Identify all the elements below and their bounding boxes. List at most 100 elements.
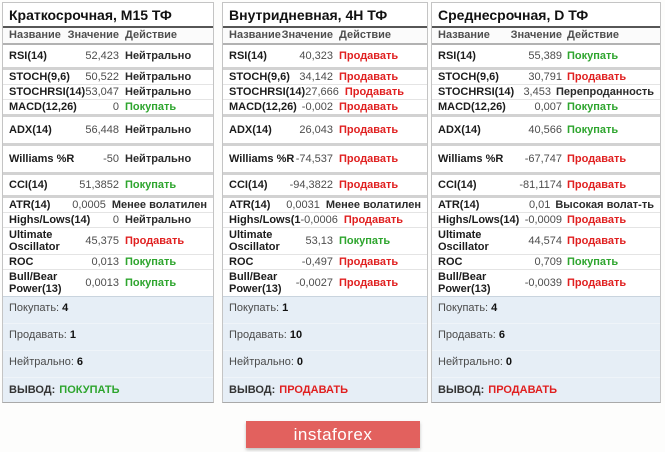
indicator-name: CCI(14) xyxy=(229,179,268,191)
indicator-name: RSI(14) xyxy=(438,50,476,62)
indicator-value: -0,0006 xyxy=(300,214,338,226)
indicator-action: Менее волатилен xyxy=(111,199,207,211)
indicator-action: Продавать xyxy=(339,101,399,113)
summary-section: Покупать: 4 Продавать: 6 Нейтрально: 0 ВЫВО… xyxy=(432,296,660,402)
summary-buy: Покупать: 4 xyxy=(3,297,213,323)
summary-neutral-count: 6 xyxy=(76,356,84,368)
indicator-action: Продавать xyxy=(339,179,399,191)
indicator-name: Ultimate Oscillator xyxy=(9,229,60,253)
summary-sell-count: 10 xyxy=(289,329,303,341)
indicator-action: Нейтрально xyxy=(125,214,192,226)
indicator-name: Highs/Lows(1 xyxy=(229,214,301,226)
indicator-value: 44,574 xyxy=(528,235,562,247)
indicator-action: Продавать xyxy=(343,214,404,226)
indicator-row: ADX(14) 26,043 Продавать xyxy=(223,114,427,143)
summary-neutral-label: Нейтрально: xyxy=(438,356,503,368)
indicator-name: Ultimate Oscillator xyxy=(438,229,489,253)
verdict-label: ВЫВОД: xyxy=(229,384,276,396)
indicator-value: 50,522 xyxy=(85,71,119,83)
indicator-action: Покупать xyxy=(125,179,177,191)
indicator-value: 51,3852 xyxy=(79,179,119,191)
indicator-row: STOCH(9,6) 30,791 Продавать xyxy=(432,67,660,84)
summary-neutral: Нейтрально: 0 xyxy=(223,350,427,377)
panel-title: Среднесрочная, D ТФ xyxy=(432,3,660,28)
indicator-name: Williams %R xyxy=(9,153,75,165)
summary-neutral-label: Нейтрально: xyxy=(9,356,74,368)
indicator-row: Highs/Lows(14) -0,0009 Продавать xyxy=(432,212,660,227)
indicator-action: Нейтрально xyxy=(125,71,192,83)
indicator-action: Покупать xyxy=(339,235,391,247)
indicator-row: Ultimate Oscillator 53,13 Покупать xyxy=(223,227,427,254)
panel-short-term: Краткосрочная, M15 ТФ Название Значение … xyxy=(2,2,214,403)
indicator-value: 45,375 xyxy=(85,235,119,247)
indicator-row: Ultimate Oscillator 45,375 Продавать xyxy=(3,227,213,254)
indicator-row: MACD(12,26) -0,002 Продавать xyxy=(223,99,427,114)
indicator-value: -81,1174 xyxy=(519,179,562,191)
indicator-row: MACD(12,26) 0 Покупать xyxy=(3,99,213,114)
header-name: Название xyxy=(9,29,61,41)
summary-buy: Покупать: 1 xyxy=(223,297,427,323)
indicator-value: -94,3822 xyxy=(289,179,333,191)
summary-section: Покупать: 1 Продавать: 10 Нейтрально: 0 ВЫВ… xyxy=(223,296,427,402)
indicator-row: Bull/Bear Power(13) 0,0013 Покупать xyxy=(3,269,213,296)
indicator-row: RSI(14) 55,389 Покупать xyxy=(432,45,660,67)
indicator-value: 26,043 xyxy=(299,124,333,136)
indicator-name: ADX(14) xyxy=(229,124,272,136)
indicator-value: 0,01 xyxy=(528,199,551,211)
indicator-row: ROC 0,013 Покупать xyxy=(3,254,213,269)
indicator-name: ADX(14) xyxy=(438,124,481,136)
indicator-value: 56,448 xyxy=(85,124,119,136)
indicator-value: 55,389 xyxy=(528,50,562,62)
indicator-name: ROC xyxy=(9,256,34,268)
indicator-action: Продавать xyxy=(339,71,399,83)
indicator-name: STOCH(9,6) xyxy=(438,71,499,83)
table-header: Название Значение Действие xyxy=(223,28,427,45)
indicator-row: Williams %R -67,747 Продавать xyxy=(432,143,660,172)
indicator-row: STOCHRSI(14) 53,047 Нейтрально xyxy=(3,84,213,99)
indicator-name: Williams %R xyxy=(229,153,295,165)
summary-buy-count: 4 xyxy=(491,302,498,314)
indicator-name: STOCHRSI(14) xyxy=(438,86,515,98)
indicator-value: 0 xyxy=(112,214,119,226)
indicator-row: Williams %R -50 Нейтрально xyxy=(3,143,213,172)
indicator-action: Нейтрально xyxy=(125,124,192,136)
indicator-value: 53,047 xyxy=(85,86,119,98)
indicator-row: CCI(14) -81,1174 Продавать xyxy=(432,172,660,195)
header-action: Действие xyxy=(125,29,177,41)
indicator-action: Продавать xyxy=(339,50,399,62)
indicator-action: Покупать xyxy=(567,50,619,62)
indicator-action: Нейтрально xyxy=(125,153,192,165)
indicator-action: Нейтрально xyxy=(125,86,192,98)
header-value: Значение xyxy=(281,29,333,41)
summary-neutral-count: 0 xyxy=(296,356,304,368)
table-header: Название Значение Действие xyxy=(432,28,660,45)
indicator-row: STOCHRSI(14) 3,453 Перепроданность xyxy=(432,84,660,99)
indicator-value: 0,0031 xyxy=(286,199,320,211)
header-action: Действие xyxy=(567,29,619,41)
indicator-row: ATR(14) 0,0005 Менее волатилен xyxy=(3,195,213,212)
indicator-name: ATR(14) xyxy=(438,199,480,211)
indicator-action: Покупать xyxy=(567,101,619,113)
summary-buy-label: Покупать: xyxy=(9,302,60,314)
indicator-action: Продавать xyxy=(567,153,627,165)
indicator-action: Менее волатилен xyxy=(325,199,421,211)
indicators-board: Краткосрочная, M15 ТФ Название Значение … xyxy=(2,2,661,403)
indicator-row: CCI(14) -94,3822 Продавать xyxy=(223,172,427,195)
indicator-name: Bull/Bear Power(13) xyxy=(229,271,282,295)
indicator-value: 40,323 xyxy=(299,50,333,62)
verdict-row: ВЫВОД: ПОКУПАТЬ xyxy=(3,377,213,402)
indicator-name: MACD(12,26) xyxy=(438,101,506,113)
verdict-value: ПРОДАВАТЬ xyxy=(488,384,558,396)
indicator-name: Highs/Lows(14) xyxy=(9,214,91,226)
summary-section: Покупать: 4 Продавать: 1 Нейтрально: 6 ВЫВО… xyxy=(3,296,213,402)
indicator-value: -0,0027 xyxy=(295,277,333,289)
indicator-value: 52,423 xyxy=(85,50,119,62)
indicator-action: Высокая волат-ть xyxy=(555,199,654,211)
summary-sell-label: Продавать: xyxy=(229,329,287,341)
verdict-label: ВЫВОД: xyxy=(438,384,485,396)
panel-title: Внутридневная, 4H ТФ xyxy=(223,3,427,28)
indicator-row: RSI(14) 40,323 Продавать xyxy=(223,45,427,67)
header-value: Значение xyxy=(510,29,562,41)
summary-neutral: Нейтрально: 0 xyxy=(432,350,660,377)
summary-buy-label: Покупать: xyxy=(229,302,280,314)
